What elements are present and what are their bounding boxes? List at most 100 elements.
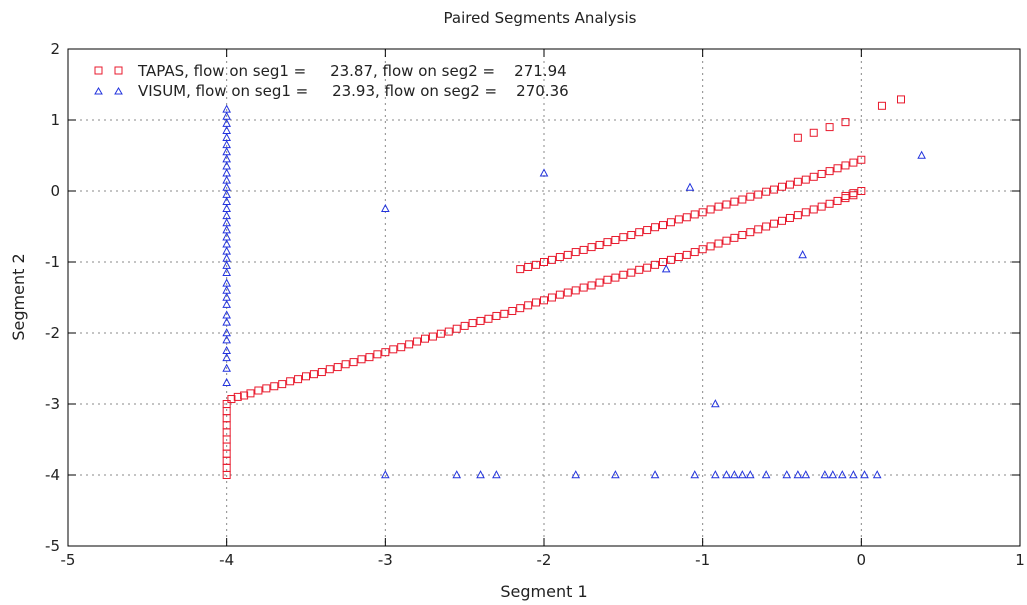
data-point-square (809, 128, 818, 137)
y-axis-label: Segment 2 (9, 253, 28, 340)
data-point-square (738, 231, 747, 240)
data-point-triangle (381, 203, 390, 213)
data-point-triangle (798, 250, 807, 259)
y-tick-label: -3 (45, 395, 60, 413)
data-point-square (571, 286, 580, 295)
data-point-triangle (222, 104, 231, 113)
data-point-square (690, 248, 699, 257)
data-point-square (666, 255, 675, 264)
data-point-square (227, 395, 236, 404)
data-point-square (722, 236, 731, 245)
data-point-square (460, 321, 469, 330)
legend-entry-tapas: TAPAS, flow on seg1 = 23.87, flow on seg… (94, 62, 567, 80)
data-point-square (706, 242, 715, 251)
data-point-square (421, 334, 429, 343)
data-point-square (793, 133, 802, 142)
data-point-square (341, 360, 350, 369)
data-point-square (547, 255, 556, 264)
data-point-square (286, 377, 295, 386)
data-point-square (857, 187, 866, 195)
data-point-square (877, 101, 886, 110)
legend-entry-visum: VISUM, flow on seg1 = 23.93, flow on seg… (94, 82, 569, 100)
data-point-square (682, 250, 691, 259)
y-tick-label: -4 (45, 466, 60, 484)
legend-marker-tapas (94, 66, 103, 75)
data-point-square (809, 205, 818, 214)
data-point-triangle (872, 470, 882, 479)
data-point-square (233, 392, 242, 401)
data-point-square (738, 195, 747, 204)
data-point-square (603, 238, 612, 247)
data-point-square (762, 187, 771, 196)
x-tick-label: -2 (537, 551, 552, 569)
marks-layer (222, 95, 926, 479)
data-point-triangle (917, 150, 926, 159)
legend-label-visum: VISUM, flow on seg1 = 23.93, flow on seg… (138, 82, 569, 100)
data-point-square (698, 245, 707, 254)
data-point-square (770, 185, 779, 194)
data-point-square (666, 218, 675, 227)
data-point-square (849, 191, 858, 200)
data-point-triangle (222, 161, 231, 170)
data-point-square (317, 368, 326, 377)
data-point-square (516, 265, 525, 274)
data-point-triangle (711, 399, 720, 408)
data-point-triangle (539, 168, 549, 177)
data-point-square (659, 258, 667, 266)
data-point-square (349, 358, 358, 367)
grid-layer (68, 49, 1020, 546)
x-tick-label: -4 (219, 551, 234, 569)
data-point-triangle (661, 264, 671, 273)
data-point-triangle (722, 470, 731, 479)
data-point-square (793, 177, 802, 186)
data-point-square (595, 240, 604, 249)
data-point-triangle (222, 267, 231, 276)
data-point-square (825, 123, 834, 132)
data-point-triangle (860, 470, 869, 479)
data-point-triangle (452, 470, 462, 479)
data-point-square (778, 216, 786, 225)
data-point-triangle (793, 470, 803, 479)
data-point-square (682, 213, 691, 222)
data-point-square (817, 202, 826, 211)
legend-marker-tapas-2 (114, 66, 123, 75)
data-point-square (690, 210, 699, 219)
data-point-square (627, 268, 636, 277)
data-point-square (841, 118, 850, 127)
data-point-square (833, 164, 842, 173)
data-point-square (294, 375, 303, 384)
data-point-square (635, 265, 644, 274)
data-point-square (508, 306, 517, 315)
data-point-square (849, 189, 858, 198)
data-point-square (373, 350, 382, 359)
data-point-square (500, 309, 509, 318)
data-point-square (611, 235, 620, 244)
data-point-square (468, 319, 477, 328)
data-point-triangle (476, 470, 485, 479)
data-point-triangle (820, 470, 830, 479)
data-point-triangle (650, 470, 660, 479)
data-point-square (302, 372, 310, 381)
x-tick-label: -3 (378, 551, 393, 569)
data-point-square (611, 273, 620, 282)
data-point-triangle (222, 239, 231, 248)
data-point-square (381, 348, 390, 357)
data-point-square (801, 175, 810, 184)
data-point-square (254, 386, 263, 395)
data-point-square (754, 190, 763, 199)
data-point-square (262, 384, 271, 393)
ticks-layer: -5 -4 -3 -2 -1 0 1 -5 -4 -3 -2 -1 0 1 2 (45, 40, 1025, 569)
data-point-square (571, 248, 580, 257)
data-point-square (563, 288, 572, 297)
data-point-square (524, 262, 533, 271)
data-point-square (492, 311, 501, 320)
data-point-triangle (222, 125, 231, 134)
data-point-triangle (222, 182, 231, 191)
data-point-square (240, 391, 249, 400)
data-point-square (484, 314, 493, 323)
data-point-square (405, 340, 414, 349)
data-point-triangle (222, 118, 231, 127)
data-point-square (397, 343, 406, 352)
data-point-triangle (738, 470, 747, 479)
